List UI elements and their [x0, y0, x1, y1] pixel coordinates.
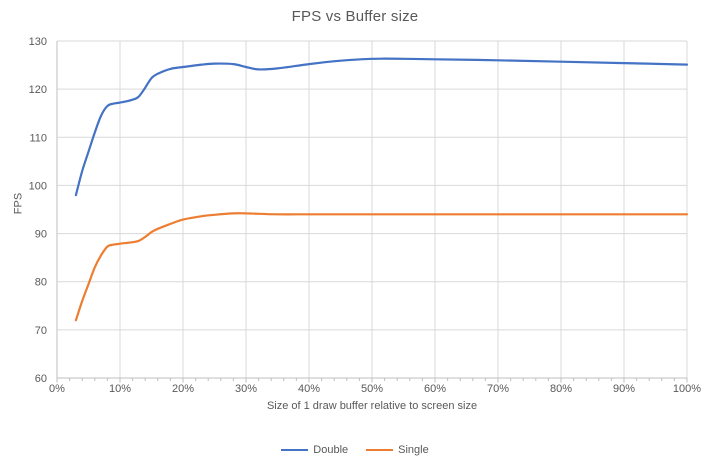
- chart-title: FPS vs Buffer size: [291, 8, 419, 25]
- x-axis-title: Size of 1 draw buffer relative to screen…: [266, 400, 478, 412]
- legend: Double Single: [0, 442, 710, 458]
- y-tick-label: 60: [35, 373, 47, 385]
- legend-label: Double: [313, 444, 349, 456]
- y-tick-label: 100: [29, 180, 47, 192]
- x-tick-label: 20%: [172, 383, 194, 395]
- y-tick-label: 110: [29, 132, 47, 144]
- legend-label: Single: [398, 444, 429, 456]
- legend-line-swatch: [281, 449, 309, 451]
- x-tick-label: 60%: [424, 383, 446, 395]
- x-tick-label: 50%: [361, 383, 383, 395]
- legend-item-double: Double: [281, 444, 348, 456]
- y-tick-label: 120: [29, 84, 47, 96]
- legend-item-single: Single: [366, 444, 429, 456]
- y-tick-label: 70: [35, 325, 47, 337]
- series-line-double: [74, 57, 689, 197]
- legend-line-swatch: [366, 449, 394, 451]
- y-tick-label: 90: [35, 229, 47, 241]
- series-line-single: [74, 212, 689, 322]
- y-tick-label: 130: [29, 36, 47, 48]
- x-tick-label: 70%: [487, 383, 509, 395]
- x-tick-label: 90%: [613, 383, 635, 395]
- y-tick-label: 80: [35, 277, 47, 289]
- x-tick-label: 10%: [109, 383, 131, 395]
- y-axis-title: FPS: [12, 192, 25, 215]
- x-tick-label: 40%: [298, 383, 320, 395]
- x-tick-label: 100%: [673, 383, 701, 395]
- x-tick-label: 30%: [235, 383, 257, 395]
- x-tick-label: 80%: [550, 383, 572, 395]
- x-tick-label: 0%: [49, 383, 65, 395]
